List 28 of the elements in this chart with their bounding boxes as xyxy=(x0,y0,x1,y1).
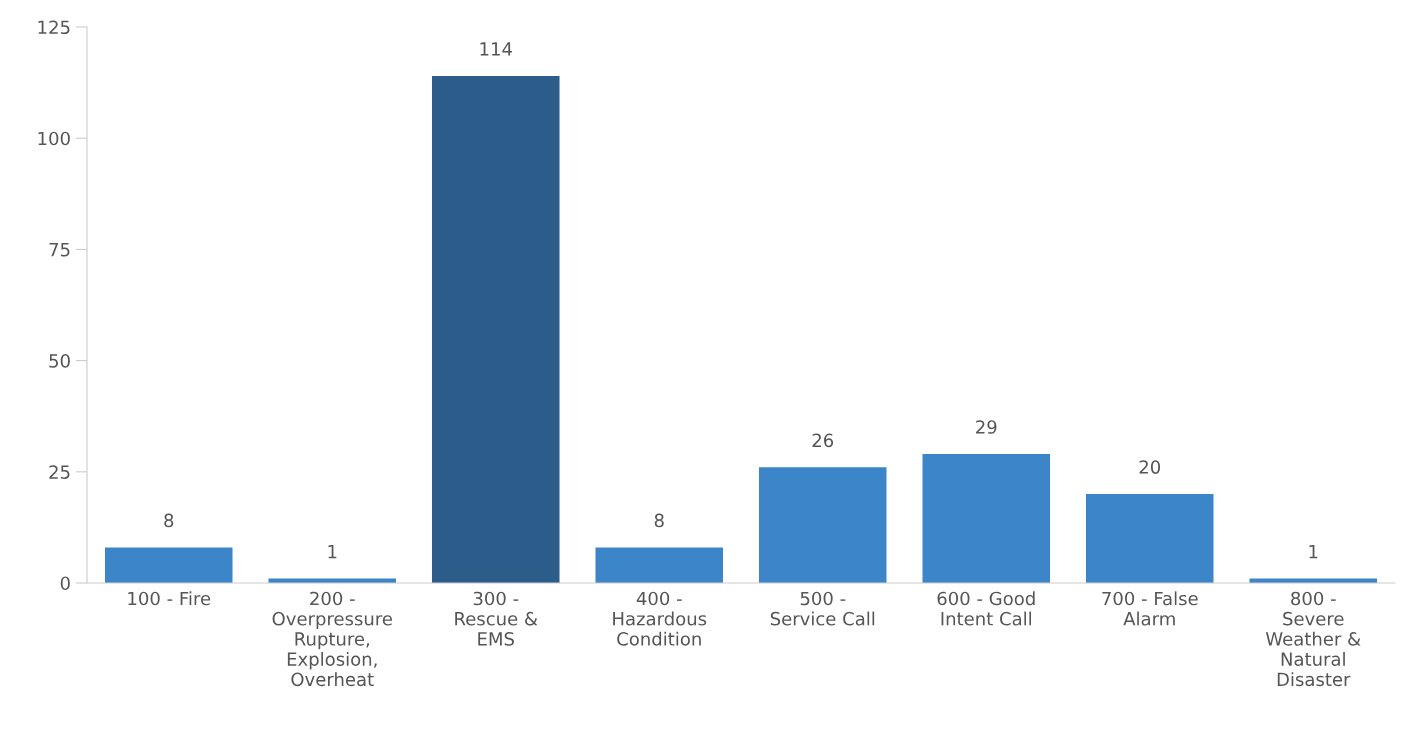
x-tick-label: 600 - Good Intent Call xyxy=(937,591,1035,626)
y-tick-label: 25 xyxy=(49,465,70,479)
y-tick-label: 50 xyxy=(49,354,70,368)
x-tick-label: 700 - False Alarm xyxy=(1102,591,1198,626)
x-tick-label: 100 - Fire xyxy=(128,591,211,606)
data-label: 114 xyxy=(480,42,512,56)
bar xyxy=(1085,494,1214,583)
bar xyxy=(431,75,560,583)
x-tick-label: 400 - Hazardous Condition xyxy=(613,591,707,646)
data-label: 1 xyxy=(328,544,337,559)
x-tick-label: 300 - Rescue & EMS xyxy=(455,591,538,646)
x-tick-label: 500 - Service Call xyxy=(770,591,875,626)
data-label: 8 xyxy=(654,513,664,528)
x-tick-label: 200 - Overpressure Rupture, Explosion, Overheat xyxy=(272,591,392,687)
y-tick-label: 75 xyxy=(49,243,70,257)
data-label: 8 xyxy=(164,513,174,528)
x-tick-label: 800 - Severe Weather & Natural Disaster xyxy=(1265,591,1361,687)
data-label: 1 xyxy=(1309,544,1318,559)
data-label: 26 xyxy=(812,433,834,448)
bar xyxy=(922,454,1051,583)
y-tick-label: 0 xyxy=(60,576,70,591)
y-tick-label: 125 xyxy=(38,20,70,35)
bar xyxy=(104,547,233,583)
data-label: 20 xyxy=(1139,460,1161,474)
data-label: 29 xyxy=(976,420,997,434)
y-tick-label: 100 xyxy=(38,131,70,146)
bar xyxy=(758,467,887,583)
bar xyxy=(595,547,724,583)
